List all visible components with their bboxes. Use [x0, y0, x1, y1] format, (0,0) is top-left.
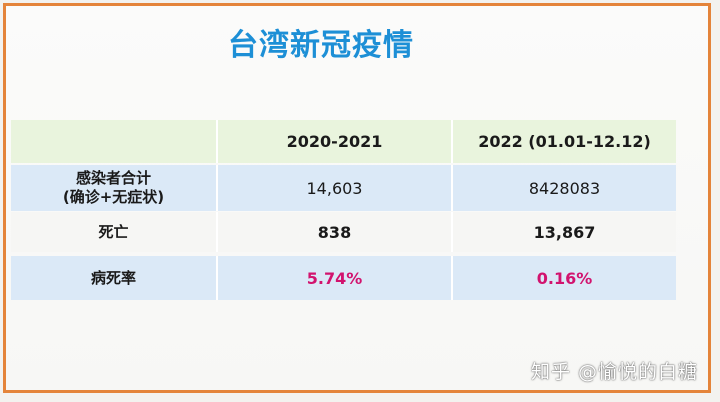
cell-deaths-2022: 13,867 — [451, 212, 676, 252]
row-label-line1: 感染者合计 — [75, 169, 151, 187]
header-cell-2022: 2022 (01.01-12.12) — [451, 120, 676, 163]
row-label-fatality-rate: 病死率 — [90, 268, 136, 287]
cell-infections-2020-2021: 14,603 — [216, 165, 451, 211]
slide-frame: 台湾新冠疫情 2020-2021 2022 (01.01-12.12) 感染者合… — [3, 3, 711, 393]
row-label-infections: 感染者合计 (确诊+无症状) — [11, 165, 216, 211]
table-row-deaths: 死亡 838 13,867 — [11, 212, 676, 252]
header-cell-2020-2021: 2020-2021 — [216, 120, 451, 163]
row-label-line2: (确诊+无症状) — [62, 188, 165, 206]
header-cell-empty — [11, 120, 216, 163]
table-row-fatality-rate: 病死率 5.74% 0.16% — [11, 256, 676, 300]
cell-deaths-2020-2021: 838 — [216, 212, 451, 252]
table-row-infections: 感染者合计 (确诊+无症状) 14,603 8428083 — [11, 165, 676, 211]
cell-infections-2022: 8428083 — [451, 165, 676, 211]
watermark-text: 知乎 @愉悦的白糖 — [530, 361, 698, 383]
slide-title: 台湾新冠疫情 — [228, 28, 414, 63]
row-label-deaths: 死亡 — [98, 222, 129, 241]
table-header-row: 2020-2021 2022 (01.01-12.12) — [11, 120, 676, 163]
cell-fatality-2020-2021: 5.74% — [216, 256, 451, 300]
cell-fatality-2022: 0.16% — [451, 256, 676, 300]
